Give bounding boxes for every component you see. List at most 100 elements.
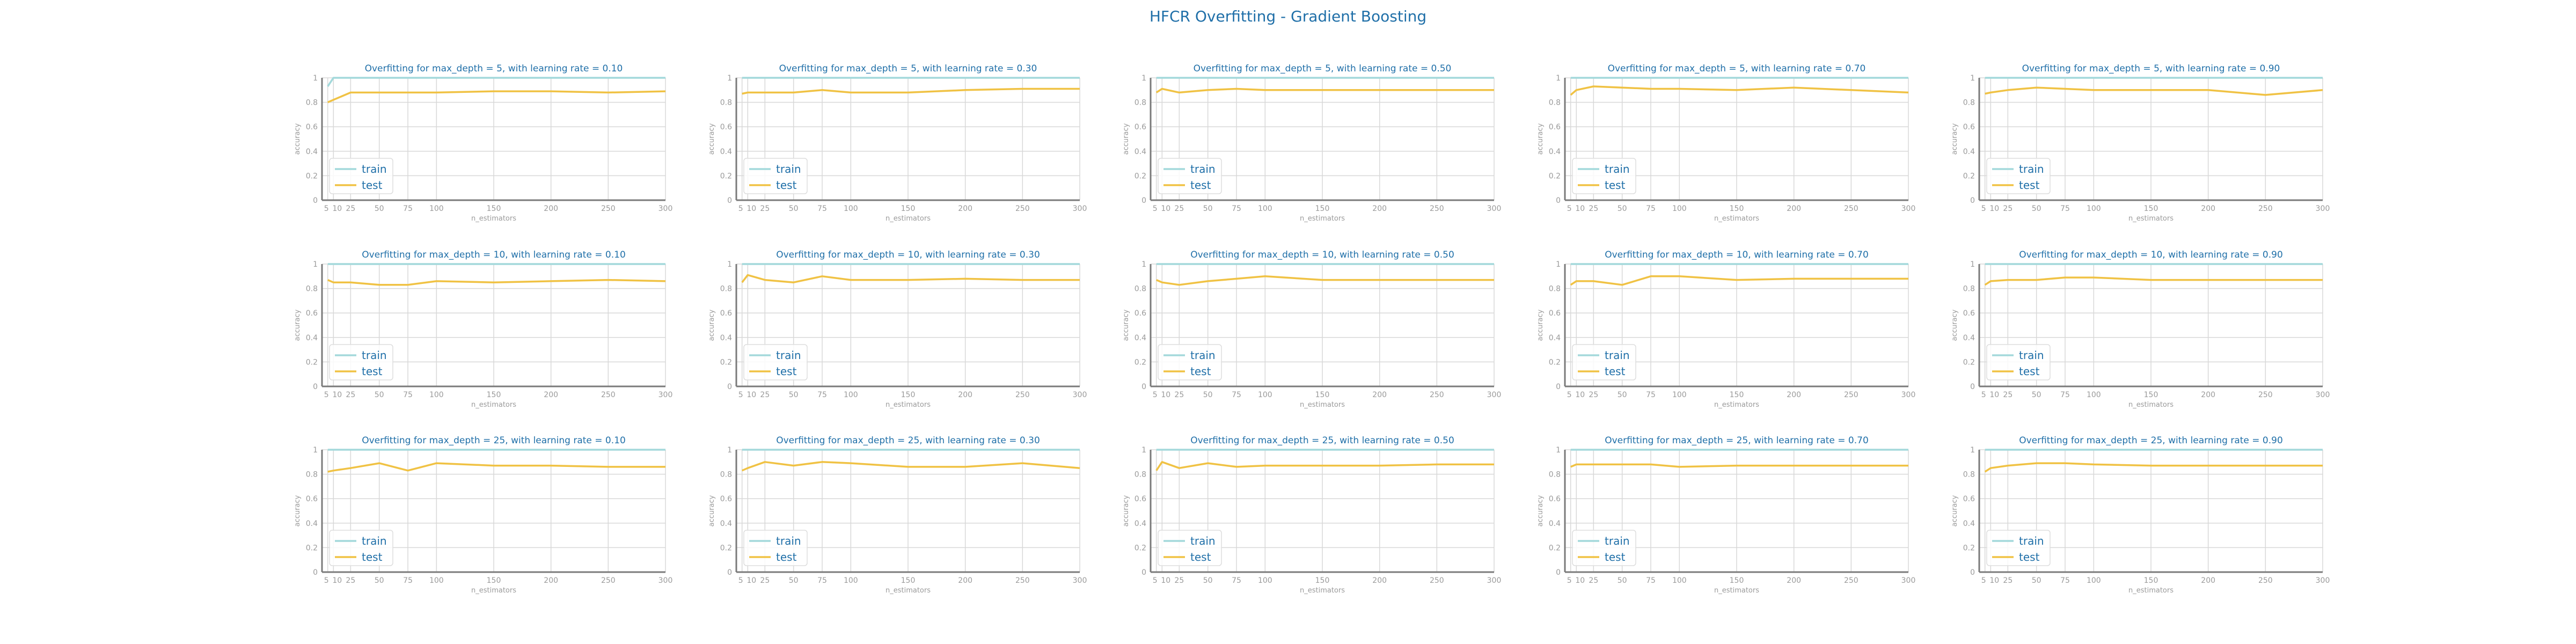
legend-label-test: test	[2019, 551, 2040, 564]
y-tick-label: 0.4	[1963, 519, 1975, 528]
x-tick-label: 25	[2003, 391, 2012, 399]
subplot: Overfitting for max_depth = 5, with lear…	[1122, 63, 1501, 223]
x-tick-label: 10	[747, 391, 756, 399]
x-tick-label: 300	[1073, 391, 1087, 399]
x-tick-label: 75	[817, 391, 827, 399]
y-axis-label: accuracy	[294, 495, 302, 526]
subplot: Overfitting for max_depth = 10, with lea…	[294, 250, 672, 409]
legend-label-train: train	[2019, 535, 2044, 547]
y-tick-label: 0.6	[306, 123, 318, 131]
x-tick-label: 150	[1315, 576, 1330, 585]
x-tick-label: 200	[544, 391, 558, 399]
y-tick-label: 0.4	[1549, 519, 1561, 528]
y-tick-label: 0	[1970, 383, 1975, 391]
x-tick-label: 200	[1372, 576, 1387, 585]
x-axis-label: n_estimators	[2128, 215, 2174, 223]
x-tick-label: 100	[1672, 391, 1687, 399]
y-tick-label: 1	[1556, 446, 1561, 455]
x-tick-label: 300	[1487, 204, 1502, 213]
x-tick-label: 250	[1430, 391, 1444, 399]
y-tick-label: 0.6	[306, 309, 318, 318]
legend-label-train: train	[1190, 163, 1216, 175]
x-tick-label: 100	[844, 576, 858, 585]
x-tick-label: 300	[658, 576, 673, 585]
y-tick-label: 1	[1556, 260, 1561, 269]
y-tick-label: 0.4	[1549, 334, 1561, 342]
x-tick-label: 250	[2258, 204, 2273, 213]
x-tick-label: 25	[1589, 204, 1598, 213]
x-tick-label: 100	[1258, 204, 1272, 213]
series-line-test	[1570, 463, 1908, 468]
y-tick-label: 1	[727, 74, 732, 83]
y-axis-label: accuracy	[1122, 495, 1130, 526]
x-axis-label: n_estimators	[471, 215, 516, 223]
x-tick-label: 250	[1015, 204, 1030, 213]
series-line-test	[327, 462, 665, 473]
legend-label-train: train	[1605, 349, 1630, 362]
x-tick-label: 75	[1646, 391, 1656, 399]
legend-label-test: test	[776, 179, 797, 192]
x-tick-label: 100	[1258, 576, 1272, 585]
x-tick-label: 300	[1901, 576, 1916, 585]
y-tick-label: 0	[313, 196, 318, 205]
x-tick-label: 200	[2201, 576, 2215, 585]
y-tick-label: 1	[313, 260, 318, 269]
x-axis-label: n_estimators	[471, 401, 516, 409]
y-tick-label: 0.6	[1549, 495, 1561, 503]
y-tick-label: 0.6	[1549, 309, 1561, 318]
x-tick-label: 200	[544, 204, 558, 213]
x-tick-label: 25	[2003, 204, 2012, 213]
y-tick-label: 0.8	[1135, 99, 1146, 107]
x-tick-label: 10	[1989, 576, 1999, 585]
y-tick-label: 0.8	[1963, 471, 1975, 479]
subplot: Overfitting for max_depth = 10, with lea…	[1951, 250, 2330, 409]
y-tick-label: 0.6	[1135, 123, 1146, 131]
legend-label-test: test	[1605, 365, 1626, 378]
y-tick-label: 0.6	[1963, 495, 1975, 503]
y-tick-label: 0	[313, 568, 318, 577]
x-tick-label: 150	[1315, 204, 1330, 213]
y-axis-label: accuracy	[1951, 123, 1959, 155]
x-tick-label: 100	[2087, 391, 2101, 399]
x-axis-label: n_estimators	[885, 401, 931, 409]
x-tick-label: 10	[1575, 204, 1585, 213]
y-tick-label: 0.6	[1549, 123, 1561, 131]
y-tick-label: 0.8	[1549, 99, 1561, 107]
x-tick-label: 5	[324, 391, 329, 399]
y-axis-label: accuracy	[1122, 123, 1130, 155]
x-tick-label: 75	[2060, 204, 2070, 213]
x-tick-label: 75	[1232, 391, 1241, 399]
x-tick-label: 250	[1844, 204, 1858, 213]
y-tick-label: 0.2	[1963, 172, 1975, 180]
subplot-title: Overfitting for max_depth = 10, with lea…	[2019, 250, 2283, 260]
x-tick-label: 200	[1372, 391, 1387, 399]
x-axis-label: n_estimators	[1300, 215, 1345, 223]
x-tick-label: 25	[1589, 576, 1598, 585]
legend-label-train: train	[776, 535, 801, 547]
x-tick-label: 10	[332, 391, 342, 399]
y-tick-label: 1	[727, 446, 732, 455]
x-tick-label: 25	[1174, 204, 1184, 213]
x-tick-label: 75	[1646, 204, 1656, 213]
x-tick-label: 200	[1787, 576, 1801, 585]
y-tick-label: 0.4	[306, 334, 318, 342]
x-tick-label: 150	[1730, 391, 1744, 399]
subplot: Overfitting for max_depth = 25, with lea…	[708, 435, 1087, 595]
y-tick-label: 0	[1141, 196, 1146, 205]
y-tick-label: 0	[727, 568, 732, 577]
legend-label-test: test	[776, 551, 797, 564]
subplot: Overfitting for max_depth = 5, with lear…	[708, 63, 1087, 223]
x-tick-label: 10	[332, 576, 342, 585]
subplot-title: Overfitting for max_depth = 10, with lea…	[1605, 250, 1869, 260]
subplot: Overfitting for max_depth = 25, with lea…	[1122, 435, 1501, 595]
x-tick-label: 150	[2144, 576, 2158, 585]
legend-label-train: train	[1190, 349, 1216, 362]
x-tick-label: 250	[1844, 576, 1858, 585]
x-tick-label: 5	[738, 391, 743, 399]
x-tick-label: 25	[2003, 576, 2012, 585]
y-tick-label: 0	[1970, 568, 1975, 577]
x-axis-label: n_estimators	[1714, 587, 1759, 595]
y-tick-label: 0.8	[1135, 471, 1146, 479]
y-tick-label: 0.2	[1549, 544, 1561, 552]
